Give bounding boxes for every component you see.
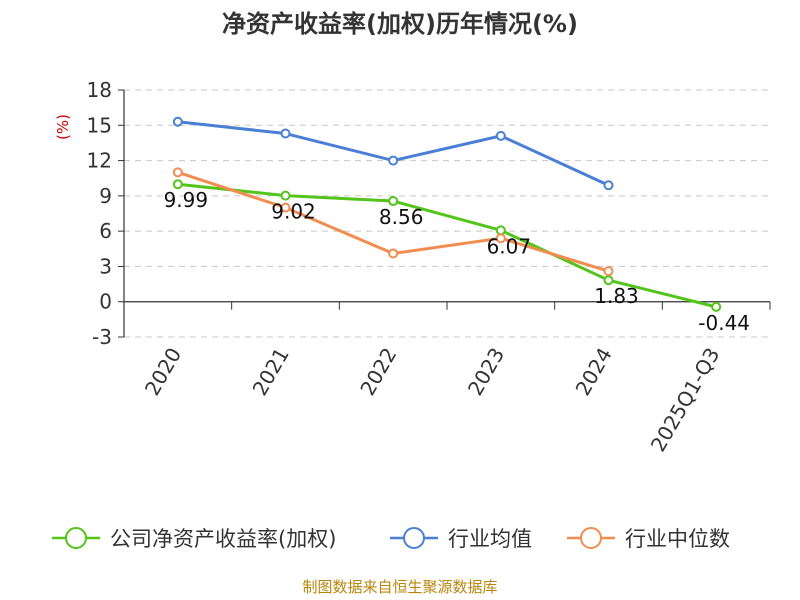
y-axis-label: (%) — [54, 114, 72, 140]
data-label: 9.02 — [271, 200, 316, 224]
series-point-0 — [603, 275, 614, 286]
axes: 18 15 12 9 6 3 0 -3 2020 2021 2022 2023 2024 2025Q1-Q… — [87, 78, 771, 456]
legend-label-1: 行业均值 — [448, 527, 532, 551]
x-tick-label: 2024 — [571, 344, 617, 400]
legend: 公司净资产收益率(加权) 行业均值 行业中位数 — [52, 527, 730, 551]
x-tick-label: 2025Q1-Q3 — [646, 344, 725, 456]
series-point-0 — [280, 190, 291, 201]
series-point-2 — [388, 248, 399, 259]
legend-marker-0 — [65, 527, 87, 549]
legend-marker-1 — [403, 527, 425, 549]
series-layer — [172, 116, 722, 312]
series-point-0 — [711, 301, 722, 312]
x-tick-label: 2023 — [463, 344, 509, 400]
x-tick-label: 2020 — [140, 344, 186, 400]
series-point-0 — [172, 179, 183, 190]
y-tick-label: 0 — [99, 290, 112, 314]
data-label: 8.56 — [379, 205, 424, 229]
legend-marker-2 — [580, 527, 602, 549]
x-tick-label: 2022 — [355, 344, 401, 400]
chart-title: 净资产收益率(加权)历年情况(%) — [222, 10, 578, 38]
data-label: 1.83 — [594, 284, 639, 308]
series-point-1 — [495, 130, 506, 141]
y-tick-label: 18 — [87, 78, 112, 102]
series-line-1 — [177, 120, 610, 187]
x-tick-label: 2021 — [248, 344, 294, 400]
legend-label-2: 行业中位数 — [625, 527, 730, 551]
series-point-2 — [495, 233, 506, 244]
legend-label-0: 公司净资产收益率(加权) — [110, 527, 336, 551]
data-labels: 9.99 9.02 8.56 6.07 1.83 -0.44 — [164, 188, 750, 335]
series-point-2 — [172, 167, 183, 178]
y-tick-label: 3 — [99, 254, 112, 278]
data-label: 6.07 — [487, 234, 532, 258]
series-point-0 — [388, 196, 399, 207]
y-tick-label: 12 — [87, 149, 112, 173]
series-line-0 — [177, 182, 717, 309]
data-label: -0.44 — [698, 311, 750, 335]
data-label: 9.99 — [164, 188, 209, 212]
grid-lines — [124, 89, 770, 338]
series-point-0 — [495, 225, 506, 236]
series-point-2 — [603, 266, 614, 277]
source-note: 制图数据来自恒生聚源数据库 — [302, 578, 497, 596]
series-point-1 — [603, 180, 614, 191]
y-tick-label: 15 — [87, 113, 112, 137]
series-point-1 — [172, 116, 183, 127]
y-tick-label: 9 — [99, 184, 112, 208]
series-point-1 — [388, 155, 399, 166]
y-tick-label: 6 — [99, 219, 112, 243]
y-tick-label: -3 — [92, 325, 112, 349]
series-point-2 — [280, 202, 291, 213]
series-point-1 — [280, 128, 291, 139]
